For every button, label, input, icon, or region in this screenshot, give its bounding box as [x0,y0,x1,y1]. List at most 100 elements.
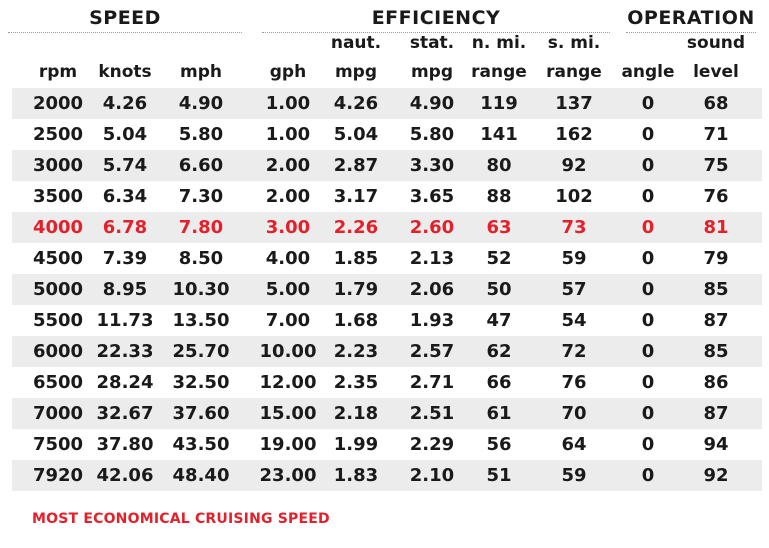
cell-naut_mpg: 4.26 [333,93,379,114]
cell-naut_mpg: 1.68 [333,310,379,331]
cell-gph: 1.00 [265,124,311,145]
table-row: 5500 11.73 13.50 7.00 1.68 1.93 47 54 0 87 [12,305,762,336]
cell-smi_range: 137 [555,93,593,114]
cell-nmi_range: 51 [486,465,512,486]
cell-smi_range: 59 [561,465,587,486]
header-smi_range-line2: range [546,62,602,82]
cell-rpm: 3000 [32,155,84,176]
cell-sound: 79 [703,248,729,269]
cell-angle: 0 [641,310,655,331]
cell-mph: 6.60 [178,155,224,176]
cell-gph: 19.00 [259,434,317,455]
cell-sound: 92 [703,465,729,486]
cell-gph: 12.00 [259,372,317,393]
cell-mph: 32.50 [172,372,230,393]
cell-knots: 4.26 [102,93,148,114]
cell-sound: 76 [703,186,729,207]
cell-nmi_range: 52 [486,248,512,269]
table-row: 3000 5.74 6.60 2.00 2.87 3.30 80 92 0 75 [12,150,762,181]
cell-rpm: 6000 [32,341,84,362]
header-knots-line2: knots [98,62,152,82]
cell-nmi_range: 62 [486,341,512,362]
cell-naut_mpg: 2.87 [333,155,379,176]
cell-knots: 28.24 [96,372,154,393]
cell-gph: 23.00 [259,465,317,486]
header-mph-line2: mph [180,62,222,82]
cell-knots: 6.34 [102,186,148,207]
header-naut_mpg-line1: naut. [330,33,382,53]
cell-naut_mpg: 2.35 [333,372,379,393]
cell-stat_mpg: 1.93 [409,310,455,331]
cell-nmi_range: 61 [486,403,512,424]
cell-stat_mpg: 2.10 [409,465,455,486]
cell-mph: 4.90 [178,93,224,114]
cell-smi_range: 57 [561,279,587,300]
cell-naut_mpg: 2.18 [333,403,379,424]
cell-nmi_range: 50 [486,279,512,300]
cell-knots: 6.78 [102,217,148,238]
cell-nmi_range: 47 [486,310,512,331]
cell-gph: 5.00 [265,279,311,300]
cell-knots: 5.74 [102,155,148,176]
cell-angle: 0 [641,279,655,300]
cell-knots: 8.95 [102,279,148,300]
table-row: 7000 32.67 37.60 15.00 2.18 2.51 61 70 0 87 [12,398,762,429]
cell-stat_mpg: 5.80 [409,124,455,145]
cell-angle: 0 [641,341,655,362]
cell-sound: 85 [703,279,729,300]
cell-sound: 94 [703,434,729,455]
cell-stat_mpg: 2.06 [409,279,455,300]
cell-rpm: 7000 [32,403,84,424]
cell-smi_range: 59 [561,248,587,269]
cell-mph: 13.50 [172,310,230,331]
header-gph-line2: gph [269,62,307,82]
header-rpm-line2: rpm [38,62,78,82]
cell-angle: 0 [641,217,655,238]
header-sound-line1: sound [686,33,746,53]
cell-sound: 86 [703,372,729,393]
cell-smi_range: 70 [561,403,587,424]
speed-group-title: SPEED [8,6,242,33]
cell-naut_mpg: 1.83 [333,465,379,486]
table-row: 6500 28.24 32.50 12.00 2.35 2.71 66 76 0 86 [12,367,762,398]
cell-rpm: 5500 [32,310,84,331]
cell-mph: 43.50 [172,434,230,455]
cell-rpm: 2500 [32,124,84,145]
table-row: 4500 7.39 8.50 4.00 1.85 2.13 52 59 0 79 [12,243,762,274]
cell-sound: 75 [703,155,729,176]
cell-mph: 7.30 [178,186,224,207]
cell-rpm: 5000 [32,279,84,300]
cell-rpm: 7920 [32,465,84,486]
cell-angle: 0 [641,248,655,269]
header-naut_mpg-line2: mpg [334,62,378,82]
cell-smi_range: 73 [561,217,587,238]
cell-smi_range: 162 [555,124,593,145]
cell-angle: 0 [641,465,655,486]
table-row: 6000 22.33 25.70 10.00 2.23 2.57 62 72 0 85 [12,336,762,367]
header-smi_range-line1: s. mi. [547,33,601,53]
cell-angle: 0 [641,186,655,207]
cell-smi_range: 72 [561,341,587,362]
cell-stat_mpg: 4.90 [409,93,455,114]
cell-knots: 37.80 [96,434,154,455]
cell-sound: 68 [703,93,729,114]
cell-mph: 8.50 [178,248,224,269]
header-angle-line2: angle [621,62,675,82]
cell-angle: 0 [641,93,655,114]
cell-smi_range: 76 [561,372,587,393]
cell-sound: 85 [703,341,729,362]
cell-knots: 7.39 [102,248,148,269]
cell-smi_range: 102 [555,186,593,207]
cell-stat_mpg: 2.57 [409,341,455,362]
cell-smi_range: 64 [561,434,587,455]
cell-stat_mpg: 2.13 [409,248,455,269]
header-sound-line2: level [693,62,739,82]
table-row: 4000 6.78 7.80 3.00 2.26 2.60 63 73 0 81 [12,212,762,243]
footnote: MOST ECONOMICAL CRUISING SPEED [32,511,330,527]
cell-angle: 0 [641,403,655,424]
table-row: 2500 5.04 5.80 1.00 5.04 5.80 141 162 0 71 [12,119,762,150]
cell-nmi_range: 119 [480,93,518,114]
table-row: 3500 6.34 7.30 2.00 3.17 3.65 88 102 0 76 [12,181,762,212]
cell-naut_mpg: 2.23 [333,341,379,362]
cell-nmi_range: 56 [486,434,512,455]
